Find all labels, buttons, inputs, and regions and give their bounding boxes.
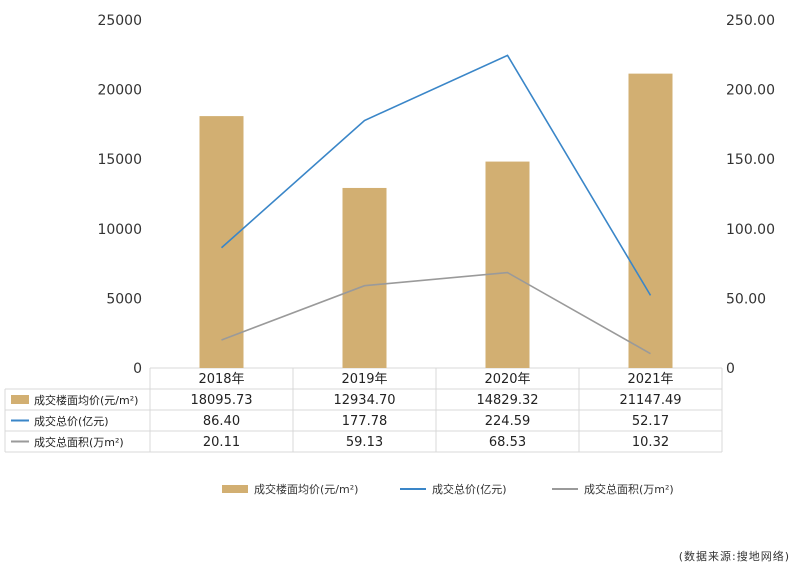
table-value: 21147.49 [619,393,681,408]
table-value: 177.78 [342,414,388,429]
table-value: 86.40 [203,414,240,429]
right-axis: 0 50.00 100.00 150.00 200.00 250.00 [726,13,775,377]
table-series-label: 成交总面积(万m²) [34,435,124,449]
table-value: 224.59 [485,414,531,429]
right-tick-label: 200.00 [726,83,775,99]
category-label: 2020年 [484,372,530,387]
left-tick-label: 5000 [106,291,142,307]
left-tick-label: 15000 [97,152,142,168]
legend: 成交楼面均价(元/m²) 成交总价(亿元) 成交总面积(万m²) [222,482,674,496]
legend-label: 成交总面积(万m²) [584,482,674,496]
right-tick-label: 0 [726,361,735,377]
legend-label: 成交楼面均价(元/m²) [254,482,358,496]
right-tick-label: 150.00 [726,152,775,168]
table-value: 14829.32 [476,393,538,408]
right-tick-label: 250.00 [726,13,775,29]
table-series-label: 成交总价(亿元) [34,414,109,428]
category-label: 2018年 [198,372,244,387]
table-key-swatch [11,395,29,404]
left-tick-label: 0 [133,361,142,377]
right-tick-label: 50.00 [726,291,766,307]
table-value: 52.17 [632,414,669,429]
bar [628,73,673,368]
table-value: 20.11 [203,435,240,450]
bar [342,187,387,368]
series-line [220,54,652,296]
bar [199,116,244,368]
table-series-label: 成交楼面均价(元/m²) [34,393,138,407]
series-line [221,271,651,355]
left-axis: 0 5000 10000 15000 20000 25000 [97,13,142,377]
plot-area [150,54,722,369]
table-value: 18095.73 [190,393,252,408]
source-note: (数据来源:搜地网络) [679,549,790,563]
table-value: 12934.70 [333,393,395,408]
left-tick-label: 20000 [97,83,142,99]
right-tick-label: 100.00 [726,222,775,238]
table-value: 59.13 [346,435,383,450]
bar [485,161,530,368]
left-tick-label: 10000 [97,222,142,238]
category-label: 2021年 [627,372,673,387]
left-tick-label: 25000 [97,13,142,29]
table-value: 68.53 [489,435,526,450]
category-label: 2019年 [341,372,387,387]
table-value: 10.32 [632,435,669,450]
legend-label: 成交总价(亿元) [432,482,507,496]
legend-swatch [222,485,248,493]
